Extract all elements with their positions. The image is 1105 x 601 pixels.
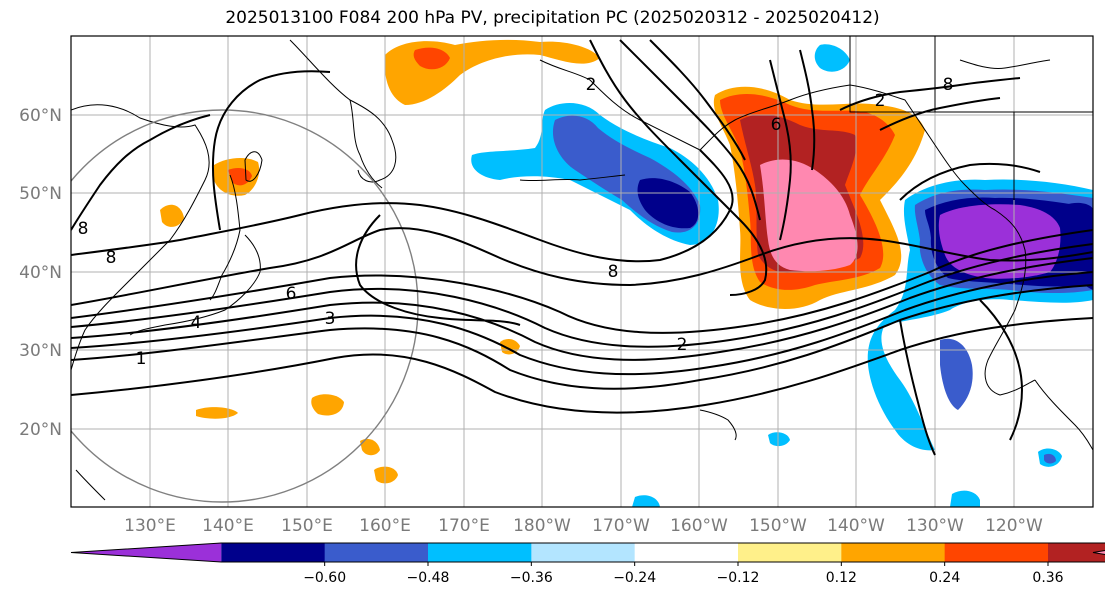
lon-axis: 130°E 140°E 150°E 160°E 170°E 180°W 170°… [124,516,1043,536]
colorbar-segment [531,543,636,562]
lon-label: 140°W [827,516,885,536]
colorbar-tick-label: −0.12 [717,570,760,586]
lat-label-60n: 60°N [19,106,62,126]
colorbar-ticks: −0.60−0.48−0.36−0.24−0.120.120.240.360.4… [303,562,1064,586]
contour-label: 6 [771,115,782,135]
contour-label: 8 [608,262,619,282]
colorbar-tick-label: 0.36 [1032,570,1063,586]
shade-neg-small-2 [1044,453,1056,464]
shade-neg-small-3 [768,432,790,447]
colorbar-segment [634,543,739,562]
lon-label: 170°E [438,516,490,536]
contour-labels: 1 2 3 4 6 8 8 8 2 8 2 6 [78,75,954,369]
shade-neg-048-sw [940,338,973,410]
lat-label-50n: 50°N [19,184,62,204]
colorbar-tick-label: −0.60 [303,570,346,586]
contour-label: 8 [78,219,89,239]
shade-neg-060 [637,178,699,229]
colorbar-outline [70,542,1105,563]
colorbar-segment [428,543,532,562]
colorbar [70,542,1105,563]
shade-pos-060 [760,159,858,272]
contour-label: 6 [286,284,297,304]
contour-label: 2 [677,335,688,355]
shade-small-5 [374,466,398,484]
lon-label: 180°W [513,516,571,536]
contour-label: 1 [136,349,147,369]
shade-neg-small-4 [950,490,980,507]
colorbar-tick-label: −0.36 [510,570,553,586]
gridlines [71,36,1093,507]
lon-label: 150°W [749,516,807,536]
colorbar-segment [324,543,429,562]
shade-small-1 [160,204,184,227]
contour-label: 2 [875,91,886,111]
pv-contours [71,39,1093,456]
colorbar-tick-label: 0.12 [826,570,857,586]
lon-label: 160°W [670,516,728,536]
coastlines [71,36,1093,501]
lat-label-30n: 30°N [19,341,62,361]
lon-label: 170°W [592,516,650,536]
shade-neg-small-5 [632,495,660,507]
lon-label: 160°E [359,516,411,536]
contour-label: 4 [191,313,202,333]
shade-small-2 [311,394,344,416]
lon-label: 130°E [124,516,176,536]
colorbar-tick-label: −0.48 [407,570,450,586]
colorbar-segment [221,543,326,562]
colorbar-segment [841,543,946,562]
colorbar-tick-label: 0.24 [929,570,960,586]
colorbar-tick-label: −0.24 [613,570,656,586]
colorbar-segment [738,543,842,562]
shade-strong-neg-us [938,204,1061,279]
colorbar-segment [71,543,222,562]
lon-label: 120°W [985,516,1043,536]
contour-label: 8 [943,75,954,95]
contour-label: 2 [586,75,597,95]
map-title: 2025013100 F084 200 hPa PV, precipitatio… [225,8,880,28]
lon-label: 150°E [281,516,333,536]
map-border [70,35,1094,508]
shade-small-4 [360,438,380,456]
lat-label-20n: 20°N [19,420,62,440]
contour-label: 3 [325,309,336,329]
lon-label: 130°W [906,516,964,536]
lat-axis: 20°N 30°N 40°N 50°N 60°N [19,106,62,440]
colorbar-segment [1048,543,1105,562]
lon-label: 140°E [202,516,254,536]
colorbar-segment [944,543,1049,562]
shade-small-6 [500,338,520,355]
shade-pos-036-nw [413,47,450,70]
shade-neg-alaska [814,44,850,72]
lat-label-40n: 40°N [19,263,62,283]
contour-label: 8 [106,248,117,268]
